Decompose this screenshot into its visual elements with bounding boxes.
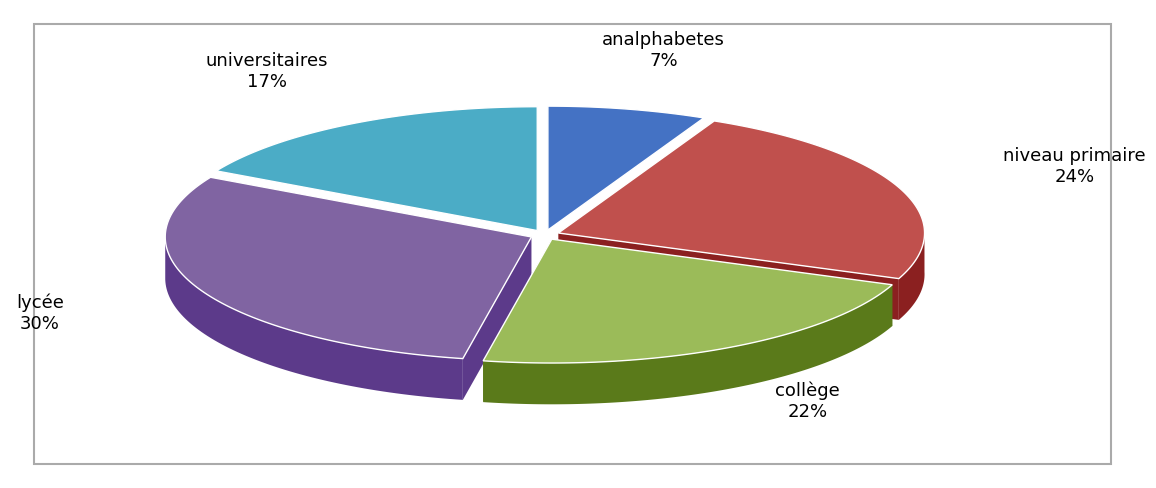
Text: collège
22%: collège 22% [776,382,840,421]
Polygon shape [558,233,899,320]
Polygon shape [483,239,551,402]
Text: lycée
30%: lycée 30% [16,294,64,333]
Polygon shape [551,239,892,326]
Text: universitaires
17%: universitaires 17% [206,52,328,91]
Polygon shape [558,121,925,279]
Text: analphabetes
7%: analphabetes 7% [602,31,725,69]
Polygon shape [165,177,532,359]
Polygon shape [216,107,538,230]
Polygon shape [548,106,704,230]
Text: niveau primaire
24%: niveau primaire 24% [1003,147,1146,186]
Polygon shape [483,239,892,363]
Polygon shape [462,237,532,400]
Polygon shape [899,231,925,320]
Polygon shape [483,285,892,404]
Polygon shape [165,236,462,400]
